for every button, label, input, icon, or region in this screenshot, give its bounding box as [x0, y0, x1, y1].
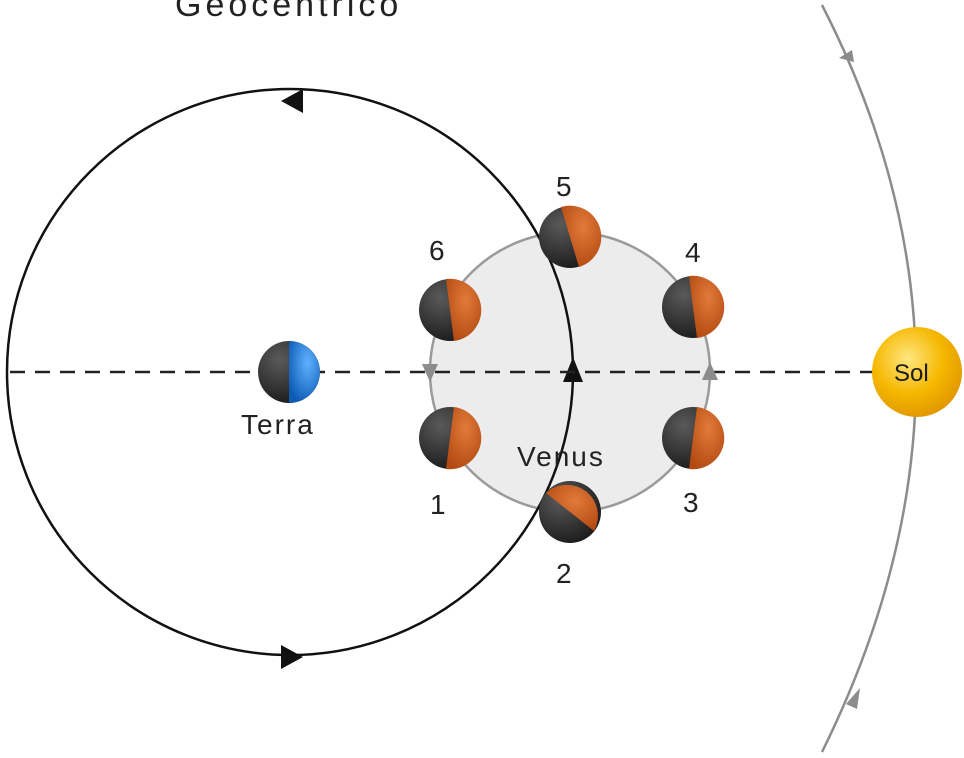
- phase-2-label: 2: [556, 558, 572, 589]
- venus-phase-5-icon: [539, 205, 602, 268]
- sun-label: Sol: [894, 360, 929, 387]
- sun-orbit-arrow-top: [839, 50, 854, 62]
- sun-orbit-arrow-bottom: [846, 688, 860, 709]
- earth-icon: [258, 341, 320, 403]
- venus-phase-2-icon: [539, 481, 601, 543]
- phase-4-label: 4: [685, 237, 701, 268]
- phase-5-label: 5: [556, 171, 572, 202]
- diagram-title: Geocêntrico: [175, 0, 402, 24]
- phase-1-label: 1: [430, 489, 446, 520]
- epicycle-arrow-right: [702, 362, 718, 380]
- venus-label: Venus: [517, 441, 605, 472]
- venus-phase-6-icon: [419, 278, 482, 341]
- deferent-arrow-bottom: [281, 645, 303, 669]
- venus-phase-1-icon: [419, 407, 482, 470]
- venus-phase-3-icon: [662, 407, 725, 470]
- phase-6-label: 6: [429, 235, 445, 266]
- deferent-arrow-right: [563, 357, 583, 382]
- earth-label: Terra: [241, 409, 315, 440]
- deferent-arrow-top: [281, 89, 303, 113]
- sun-icon: [872, 327, 962, 417]
- venus-phase-4-icon: [662, 275, 725, 338]
- epicycle-arrow-left: [422, 364, 438, 382]
- phase-3-label: 3: [683, 487, 699, 518]
